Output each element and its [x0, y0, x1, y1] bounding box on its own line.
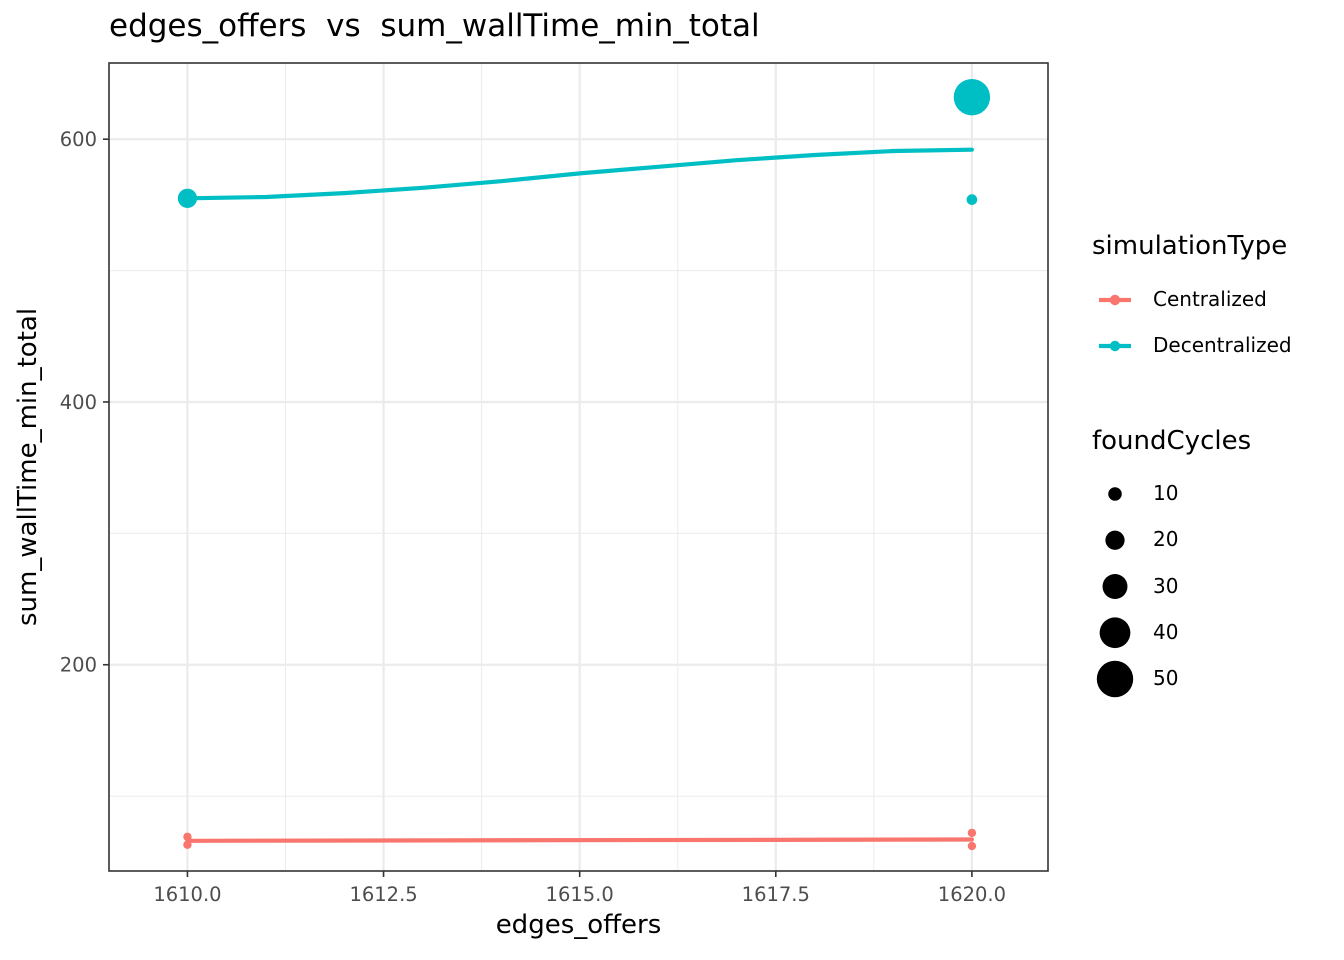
smooth-line-centralized [185, 837, 974, 843]
grid-lines [109, 63, 1048, 871]
legend-size-dot [1108, 487, 1122, 501]
legend-size-title: foundCycles [1092, 426, 1252, 456]
y-tick-label: 200 [60, 654, 97, 677]
legend-size-dot [1102, 574, 1128, 599]
x-tick-label: 1612.5 [349, 883, 417, 906]
legend-size-dot [1105, 530, 1125, 550]
legend-size-label: 10 [1153, 481, 1179, 505]
smooth-lines [185, 147, 974, 843]
legend-size-label: 40 [1153, 619, 1179, 644]
data-point-centralized [967, 828, 977, 838]
legend-keys [1096, 294, 1134, 698]
legend-size-dot [1099, 617, 1131, 649]
plot-panel-border [108, 62, 1049, 872]
legend-label-centralized: Centralized [1153, 287, 1267, 311]
data-point-decentralized [177, 188, 198, 208]
data-point-decentralized [966, 194, 978, 205]
data-points [177, 78, 991, 851]
legend-color-title: simulationType [1092, 231, 1288, 261]
smooth-line-decentralized [185, 147, 974, 201]
x-tick-label: 1615.0 [546, 883, 614, 906]
data-point-decentralized [953, 78, 991, 116]
x-tick-label: 1620.0 [938, 883, 1006, 906]
data-point-centralized [967, 841, 977, 851]
legend-size-label: 50 [1153, 666, 1179, 690]
legend-key-dot [1109, 340, 1121, 352]
x-axis-label: edges_offers [495, 910, 662, 940]
legend-label-decentralized: Decentralized [1153, 333, 1292, 357]
data-point-centralized [183, 840, 192, 849]
legend-key-dot [1109, 294, 1121, 306]
x-tick-label: 1610.0 [153, 883, 221, 906]
legend-size-label: 30 [1153, 573, 1179, 598]
axis-ticks: 1610.0 1612.5 1615.0 1617.5 1620.0 200 400 600 [60, 128, 1006, 906]
y-tick-label: 600 [60, 128, 97, 151]
legend-size-dot [1096, 660, 1134, 698]
y-tick-label: 400 [60, 391, 97, 414]
x-tick-label: 1617.5 [742, 883, 810, 906]
legend-size-label: 20 [1153, 527, 1179, 552]
data-point-centralized [183, 832, 192, 842]
chart-title: edges_offers vs sum_wallTime_min_total [109, 8, 760, 44]
